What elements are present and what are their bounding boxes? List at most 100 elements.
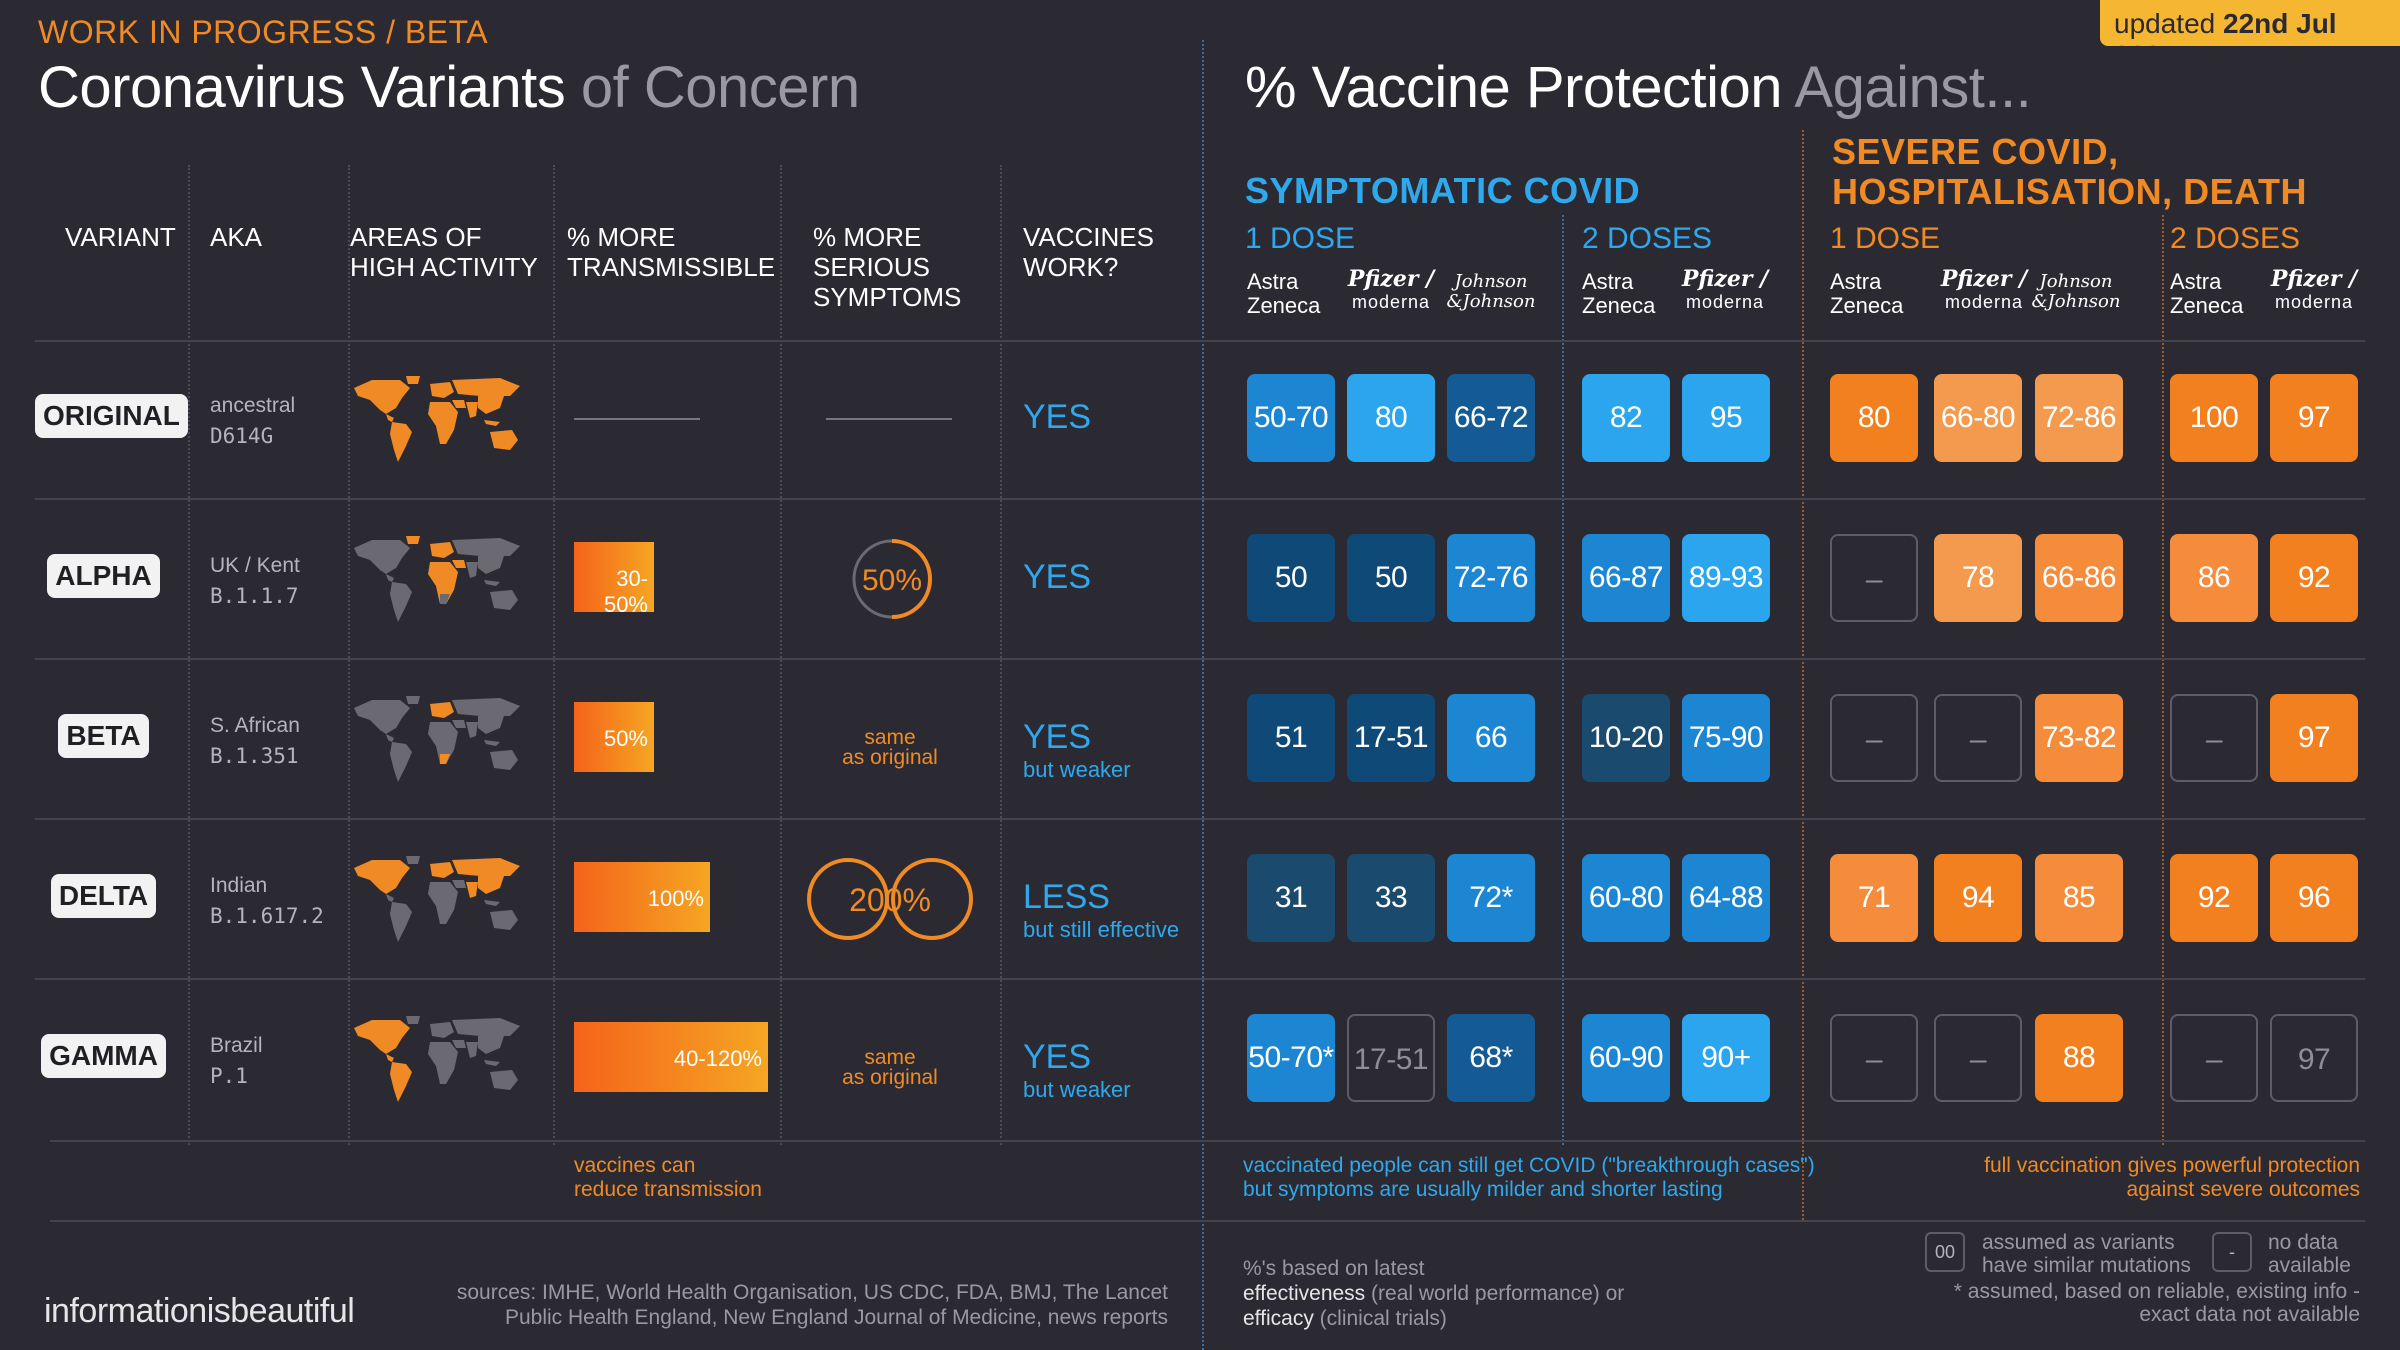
- activity-map: [350, 854, 526, 951]
- col-variant: VARIANT: [65, 222, 176, 252]
- protection-cell: 92: [2170, 854, 2258, 942]
- world-map-icon: [354, 696, 520, 782]
- protection-cell: 66-80: [1934, 374, 2022, 462]
- severity-ring: [852, 539, 932, 619]
- protection-cell: 80: [1347, 374, 1435, 462]
- divider: [780, 165, 782, 1145]
- protection-cell: 95: [1682, 374, 1770, 462]
- vaccines-work: YES but weaker: [1023, 718, 1131, 782]
- severity-value: 50%: [861, 564, 923, 597]
- protection-cell: 60-80: [1582, 854, 1670, 942]
- vaccines-work: YES but weaker: [1023, 1038, 1131, 1102]
- severe-note: full vaccination gives powerful protecti…: [1984, 1154, 2360, 1201]
- protection-cell: 50: [1347, 534, 1435, 622]
- transmissibility-bar: 30-50%: [574, 542, 654, 617]
- row-separator: [35, 340, 2365, 342]
- divider: [2162, 215, 2164, 1145]
- vaccine-title: % Vaccine Protection Against...: [1245, 55, 2032, 120]
- legend-assumed-text: assumed as variants have similar mutation…: [1982, 1231, 2191, 1277]
- row-separator: [35, 498, 2365, 500]
- variant-original: ORIGINAL: [35, 394, 188, 438]
- protection-cell: 60-90: [1582, 1014, 1670, 1102]
- protection-cell: 66: [1447, 694, 1535, 782]
- logo: informationisbeautiful: [44, 1292, 355, 1330]
- protection-cell: 82: [1582, 374, 1670, 462]
- astrazeneca-label: Astra Zeneca: [1830, 269, 1904, 318]
- updated-badge: updated 22nd Jul 2021: [2100, 0, 2400, 71]
- protection-cell: 73-82: [2035, 694, 2123, 782]
- activity-map: [350, 694, 526, 791]
- protection-cell: 85: [2035, 854, 2123, 942]
- col-serious: % MORE SERIOUS SYMPTOMS: [813, 222, 962, 312]
- row-separator: [50, 1220, 2365, 1222]
- protection-cell: 94: [1934, 854, 2022, 942]
- symptomatic-dose2: 2 DOSES: [1582, 222, 1713, 255]
- protection-cell: 100: [2170, 374, 2258, 462]
- row-separator: [50, 1140, 2365, 1142]
- transmissibility-bar: 50%: [574, 702, 654, 772]
- protection-cell: 66-86: [2035, 534, 2123, 622]
- vaccines-work: YES: [1023, 398, 1092, 436]
- protection-cell: 92: [2270, 534, 2358, 622]
- protection-cell: 72*: [1447, 854, 1535, 942]
- world-map-icon: [354, 1016, 520, 1102]
- no-data-line: [574, 418, 700, 420]
- divider: [188, 165, 190, 1145]
- row-separator: [35, 978, 2365, 980]
- world-map-icon: [354, 536, 520, 622]
- astrazeneca-label: Astra Zeneca: [1247, 269, 1321, 318]
- activity-map: [350, 374, 526, 471]
- protection-cell: –: [1934, 694, 2022, 782]
- protection-cell: 96: [2270, 854, 2358, 942]
- pfizer-moderna-label: Pfizer / moderna: [1681, 266, 1769, 312]
- symptomatic-dose1: 1 DOSE: [1245, 222, 1356, 255]
- symptomatic-header: SYMPTOMATIC COVID: [1245, 170, 1641, 211]
- protection-cell: 68*: [1447, 1014, 1535, 1102]
- transmissibility-bar: 100%: [574, 862, 710, 932]
- activity-map: [350, 1014, 526, 1111]
- protection-cell: –: [1830, 1014, 1918, 1102]
- sources: sources: IMHE, World Health Organisation…: [456, 1281, 1168, 1329]
- aka: ancestral D614G: [210, 394, 296, 448]
- protection-cell: 66-87: [1582, 534, 1670, 622]
- col-aka: AKA: [210, 222, 263, 252]
- protection-cell: –: [1934, 1014, 2022, 1102]
- severity-rings: [807, 858, 973, 940]
- pfizer-moderna-label: Pfizer / moderna: [2270, 266, 2358, 312]
- transmission-note: vaccines can reduce transmission: [574, 1154, 762, 1201]
- breakthrough-note: vaccinated people can still get COVID ("…: [1243, 1154, 1815, 1201]
- protection-cell: 97: [2270, 1014, 2358, 1102]
- legend-nodata-box: -: [2212, 1232, 2252, 1272]
- protection-cell: 90+: [1682, 1014, 1770, 1102]
- row-separator: [35, 818, 2365, 820]
- divider: [553, 165, 555, 1145]
- variant-beta: BETA: [35, 714, 172, 758]
- severe-dose1: 1 DOSE: [1830, 222, 1941, 255]
- activity-map: [350, 534, 526, 631]
- world-map-icon: [354, 856, 520, 942]
- severity-same: same as original: [842, 1046, 938, 1089]
- variant-gamma: GAMMA: [35, 1034, 172, 1078]
- protection-cell: 50-70: [1247, 374, 1335, 462]
- aka: UK / Kent B.1.1.7: [210, 554, 300, 608]
- protection-cell: 64-88: [1682, 854, 1770, 942]
- no-data-line: [826, 418, 952, 420]
- vaccines-work: YES: [1023, 558, 1092, 596]
- variant-delta: DELTA: [35, 874, 172, 918]
- beta-label: WORK IN PROGRESS / BETA: [38, 14, 489, 50]
- protection-cell: 33: [1347, 854, 1435, 942]
- protection-cell: 78: [1934, 534, 2022, 622]
- vaccines-work: LESS but still effective: [1023, 878, 1180, 942]
- protection-cell: 97: [2270, 694, 2358, 782]
- protection-cell: 72-76: [1447, 534, 1535, 622]
- severity-value: 200%: [849, 882, 931, 918]
- astrazeneca-label: Astra Zeneca: [2170, 269, 2244, 318]
- protection-cell: 75-90: [1682, 694, 1770, 782]
- row-separator: [35, 658, 2365, 660]
- assumed-note: * assumed, based on reliable, existing i…: [1953, 1280, 2360, 1326]
- protection-cell: 31: [1247, 854, 1335, 942]
- protection-cell: 86: [2170, 534, 2258, 622]
- variant-alpha: ALPHA: [35, 554, 172, 598]
- pfizer-moderna-label: Pfizer / moderna: [1940, 266, 2028, 312]
- divider: [1202, 40, 1204, 1350]
